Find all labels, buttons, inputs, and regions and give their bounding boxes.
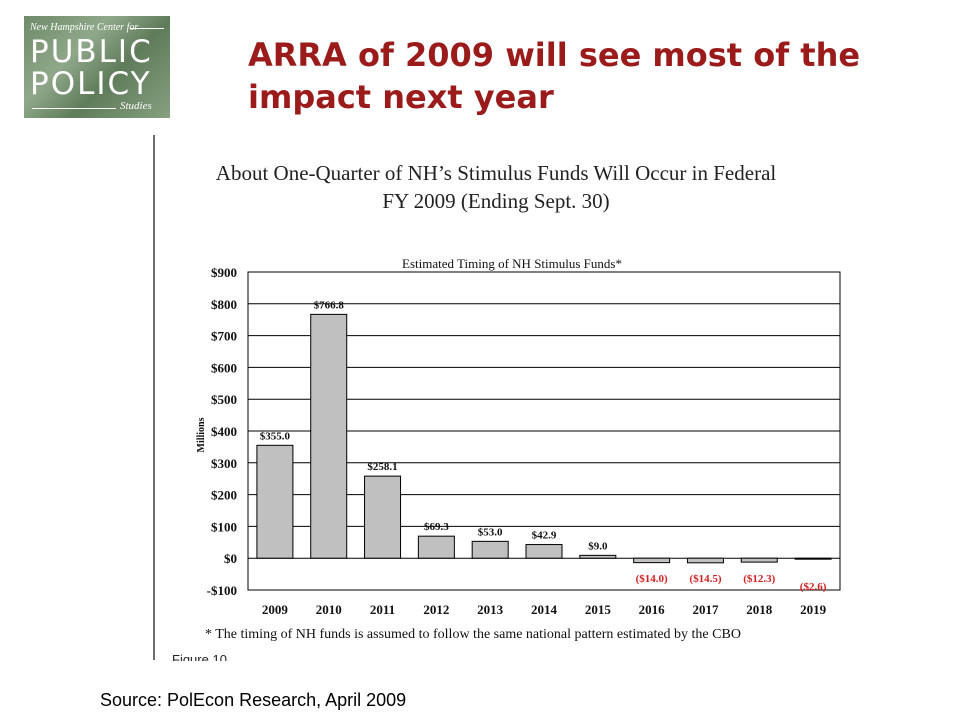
logo-bottom-text: Studies [120, 100, 152, 112]
logo-rule [130, 28, 164, 29]
bar-2019 [794, 557, 832, 560]
bar-2015 [579, 554, 617, 559]
y-tick-label: $0 [224, 551, 237, 566]
data-label: $53.0 [478, 526, 503, 538]
bar-2009 [256, 444, 294, 559]
x-tick-label: 2009 [262, 602, 289, 617]
y-tick-label: $500 [211, 392, 237, 407]
logo: New Hampshire Center for PUBLIC POLICY S… [24, 16, 170, 118]
x-tick-label: 2010 [316, 602, 342, 617]
y-tick-label: -$100 [207, 583, 237, 598]
x-tick-label: 2011 [370, 602, 395, 617]
data-label: $9.0 [588, 540, 608, 552]
y-tick-label: $100 [211, 519, 237, 534]
bar-2016 [633, 557, 671, 564]
y-tick-label: $600 [211, 360, 237, 375]
source-note: Source: PolEcon Research, April 2009 [100, 690, 407, 710]
slide-title: ARRA of 2009 will see most of the impact… [248, 36, 861, 116]
data-labels: $355.0 $766.8 $258.1 $69.3 $53.0 $42.9 $9.0 ($1… [260, 299, 827, 593]
logo-rule-bottom [32, 108, 116, 109]
bar-2017 [686, 557, 724, 564]
x-tick-label: 2014 [531, 602, 558, 617]
figure-caption-cut: Figure 10 [172, 652, 227, 667]
logo-line2: POLICY [30, 66, 152, 102]
y-tick-label: $300 [211, 456, 237, 471]
chart-headline-line1: About One-Quarter of NH’s Stimulus Funds… [216, 161, 777, 185]
data-label: ($14.5) [689, 573, 721, 585]
chart-footnote: * The timing of NH funds is assumed to f… [205, 627, 741, 642]
y-axis-label: Millions [196, 417, 207, 452]
plot-frame [247, 271, 841, 591]
data-label: ($12.3) [743, 573, 775, 585]
data-label: $258.1 [367, 461, 397, 473]
bar-2014 [525, 544, 563, 559]
x-tick-label: 2016 [639, 602, 666, 617]
y-axis: $900 $800 $700 $600 $500 $400 $300 $200 $100 $0 -$… [207, 265, 237, 598]
bar-2011 [364, 475, 402, 559]
y-tick-label: $800 [211, 297, 237, 312]
x-axis: 2009 2010 2011 2012 2013 2014 2015 2016 2017 2018… [262, 602, 827, 617]
logo-line1: PUBLIC [30, 34, 153, 70]
bar-2018 [740, 557, 778, 563]
divider-line [153, 135, 155, 660]
data-label: $766.8 [314, 299, 345, 311]
bars [256, 313, 832, 564]
bar-2013 [471, 540, 509, 559]
y-tick-label: $900 [211, 265, 237, 280]
x-tick-label: 2015 [585, 602, 612, 617]
x-tick-label: 2012 [423, 602, 449, 617]
y-tick-label: $700 [211, 329, 237, 344]
data-label: $69.3 [424, 521, 449, 533]
data-label: ($14.0) [636, 573, 668, 585]
data-label: $355.0 [260, 430, 291, 442]
chart-headline-line2: FY 2009 (Ending Sept. 30) [382, 189, 609, 213]
x-tick-label: 2019 [800, 602, 827, 617]
logo-top-text: New Hampshire Center for [30, 22, 139, 33]
bar-2012 [417, 535, 455, 559]
bar-2010 [310, 313, 348, 559]
y-tick-label: $400 [211, 424, 237, 439]
data-label: ($2.6) [800, 581, 827, 593]
x-tick-label: 2013 [477, 602, 504, 617]
y-tick-label: $200 [211, 488, 237, 503]
data-label: $42.9 [532, 530, 557, 542]
chart-title: Estimated Timing of NH Stimulus Funds* [402, 256, 622, 271]
x-tick-label: 2018 [746, 602, 773, 617]
x-tick-label: 2017 [692, 602, 719, 617]
